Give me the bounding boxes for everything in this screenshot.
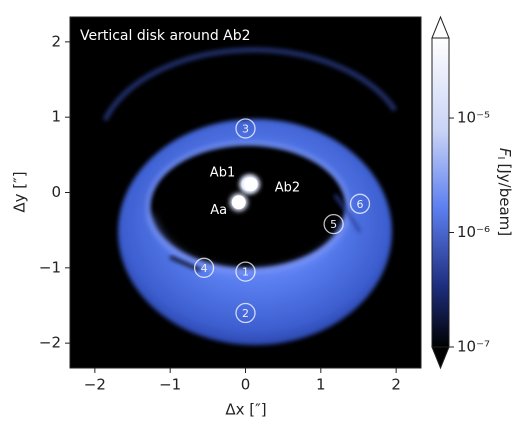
star-label: Ab1 (210, 166, 235, 181)
x-tick-label: 1 (316, 376, 326, 394)
annotations: Ab1 Ab2 Aa 1 2 3 4 5 6 (193, 118, 371, 324)
image-plot (70, 17, 421, 368)
shadow (333, 194, 362, 233)
disk (118, 119, 392, 345)
x-tick-label: −2 (84, 376, 106, 394)
y-tick-label: −1 (39, 258, 61, 276)
region-marker (323, 213, 344, 235)
chart-title: Vertical disk around Ab2 (80, 28, 251, 44)
y-axis-label: Δy [″] (11, 171, 29, 212)
colorbar-tick-label: 10⁻⁶ (457, 223, 490, 241)
star-label: Aa (210, 203, 227, 218)
region-label: 3 (242, 122, 249, 135)
front-band (147, 213, 351, 276)
region-marker (235, 261, 256, 282)
x-tick-label: 0 (241, 376, 251, 394)
region-label: 1 (242, 266, 249, 279)
colorbar-label-unit: [Jy/beam] (497, 163, 515, 236)
star-label: Ab2 (275, 181, 300, 196)
colorbar-label-sub: I (495, 157, 506, 160)
region-marker (349, 193, 371, 214)
colorbar-label: FI [Jy/beam] (495, 148, 515, 236)
region-label: 2 (242, 307, 249, 320)
region-label: 6 (356, 198, 363, 211)
x-tick-label: 2 (391, 376, 401, 394)
y-tick-label: 0 (51, 183, 61, 201)
colorbar-tick-label: 10⁻⁵ (457, 109, 490, 127)
star (231, 195, 246, 210)
outer-arc (102, 47, 398, 122)
region-marker (193, 257, 215, 278)
colorbar-extend-bottom (431, 346, 450, 370)
star (243, 177, 258, 192)
region-label: 5 (330, 218, 337, 231)
colorbar (431, 37, 450, 348)
x-axis-label: Δx [″] (225, 401, 266, 419)
region-label: 4 (201, 262, 208, 275)
y-tick-label: 1 (51, 108, 61, 126)
colorbar-tick-label: 10⁻⁷ (457, 338, 490, 356)
region-marker (235, 118, 256, 139)
colorbar-extend-top (431, 15, 450, 39)
region-marker (235, 302, 256, 324)
colorbar-label-main: F (497, 148, 515, 157)
y-tick-label: −2 (39, 334, 61, 352)
x-tick-label: −1 (159, 376, 181, 394)
y-tick-label: 2 (51, 32, 61, 50)
